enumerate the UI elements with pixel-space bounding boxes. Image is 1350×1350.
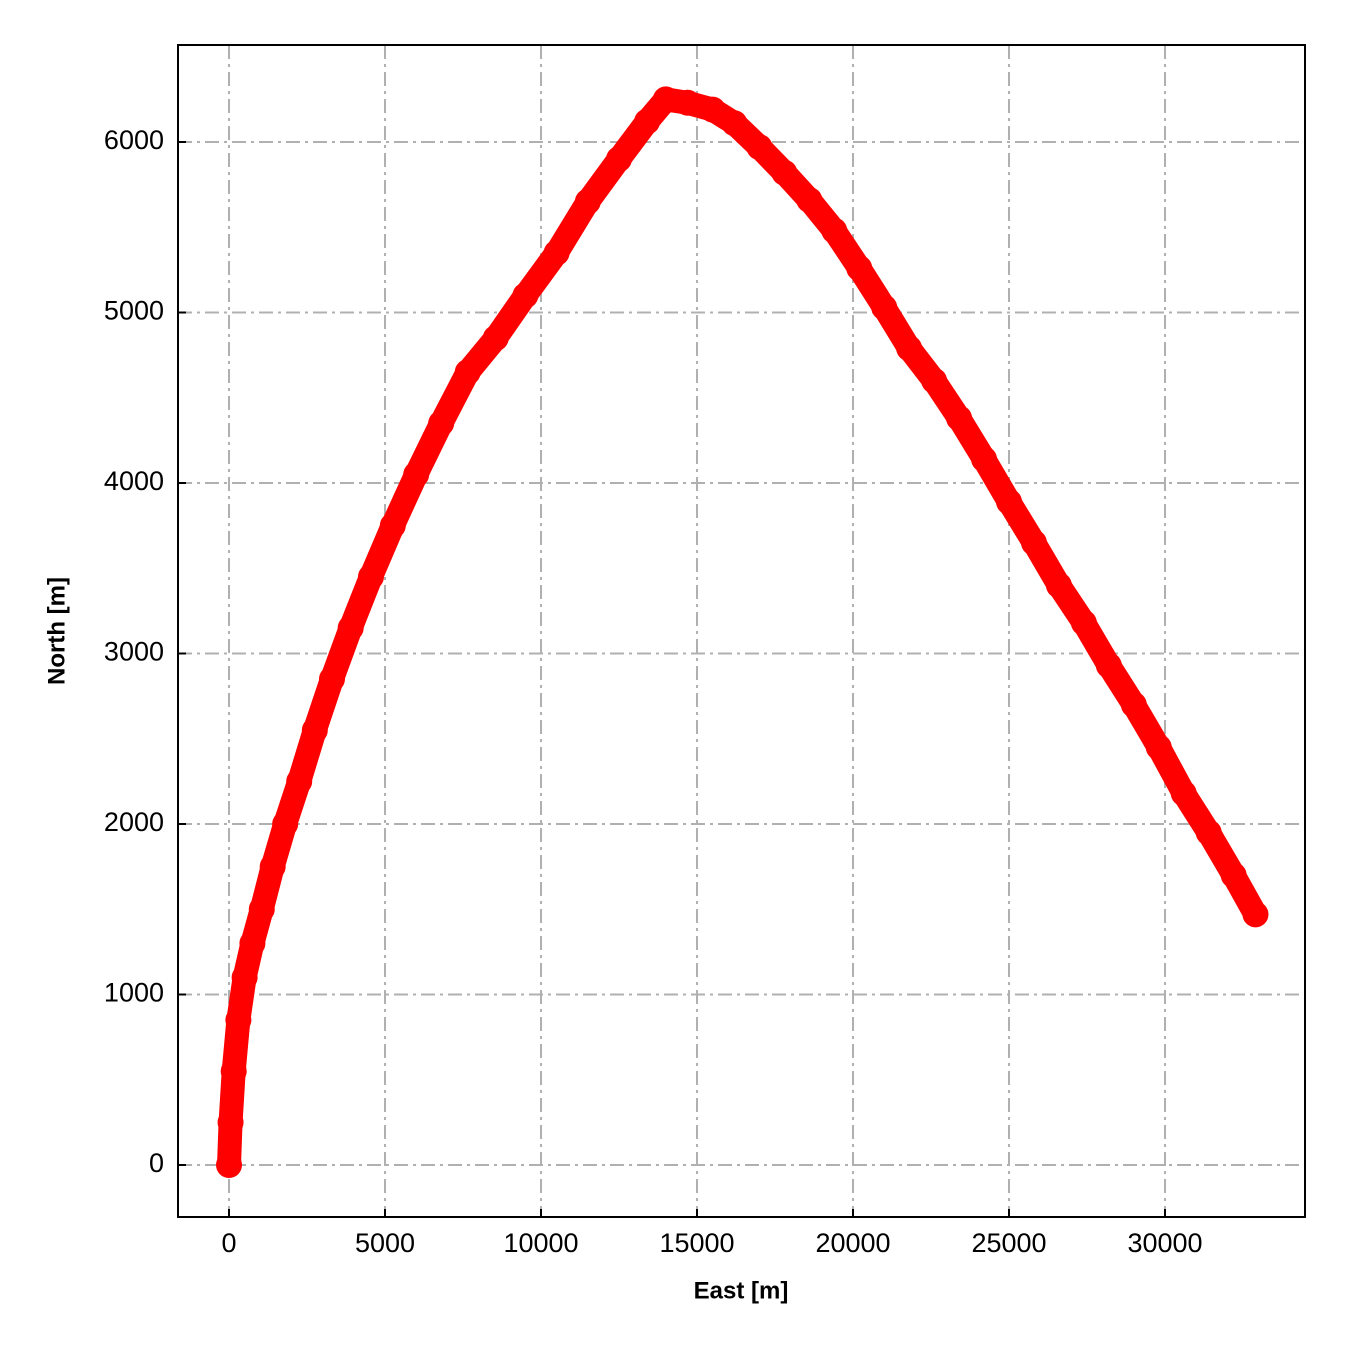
point xyxy=(896,335,923,362)
point xyxy=(796,186,823,213)
point xyxy=(403,461,430,488)
point xyxy=(1045,572,1072,599)
point xyxy=(220,1058,247,1085)
point xyxy=(821,217,848,244)
point xyxy=(996,488,1023,515)
point xyxy=(1095,652,1122,679)
point xyxy=(634,108,661,135)
point xyxy=(921,367,948,394)
x-tick-label: 20000 xyxy=(815,1228,890,1258)
point xyxy=(971,446,998,473)
y-tick-label: 3000 xyxy=(104,637,164,667)
trajectory-band xyxy=(217,87,1268,1177)
plot-frame xyxy=(177,44,1306,1218)
point xyxy=(216,1151,243,1178)
point xyxy=(239,930,266,957)
point xyxy=(217,1109,244,1136)
point xyxy=(674,89,701,116)
point xyxy=(259,853,286,880)
point xyxy=(871,294,898,321)
point xyxy=(652,86,679,113)
y-axis-label: North [m] xyxy=(43,577,70,685)
point xyxy=(1195,819,1222,846)
point xyxy=(543,239,570,266)
y-tick-label: 1000 xyxy=(104,978,164,1008)
point xyxy=(272,811,299,838)
point xyxy=(1070,609,1097,636)
point xyxy=(721,110,748,137)
point xyxy=(512,282,539,309)
y-tick-label: 6000 xyxy=(104,125,164,155)
x-tick-label: 25000 xyxy=(971,1228,1046,1258)
point xyxy=(428,410,455,437)
point xyxy=(1145,734,1172,761)
point xyxy=(286,768,313,795)
y-tick-label: 5000 xyxy=(104,296,164,326)
x-tick-label: 5000 xyxy=(355,1228,415,1258)
point xyxy=(1242,901,1269,928)
point xyxy=(746,134,773,161)
y-tick-label: 4000 xyxy=(104,466,164,496)
point xyxy=(1120,691,1147,718)
point xyxy=(771,159,798,186)
point xyxy=(337,614,364,641)
point xyxy=(846,255,873,282)
point xyxy=(357,563,384,590)
x-tick-label: 30000 xyxy=(1127,1228,1202,1258)
point xyxy=(1170,780,1197,807)
point xyxy=(225,1007,252,1034)
point xyxy=(1020,529,1047,556)
y-tick-label: 2000 xyxy=(104,807,164,837)
x-tick-label: 10000 xyxy=(503,1228,578,1258)
point xyxy=(699,96,726,123)
point xyxy=(454,359,481,386)
point xyxy=(574,188,601,215)
point xyxy=(318,666,345,693)
x-tick-label: 15000 xyxy=(659,1228,734,1258)
point xyxy=(248,896,275,923)
point xyxy=(231,964,258,991)
x-axis-label: East [m] xyxy=(694,1277,789,1304)
point xyxy=(379,512,406,539)
point xyxy=(946,405,973,432)
point xyxy=(1220,862,1247,889)
y-tick-label: 0 xyxy=(149,1148,164,1178)
point xyxy=(606,146,633,173)
point xyxy=(482,325,509,352)
x-tick-label: 0 xyxy=(221,1228,236,1258)
point xyxy=(301,717,328,744)
